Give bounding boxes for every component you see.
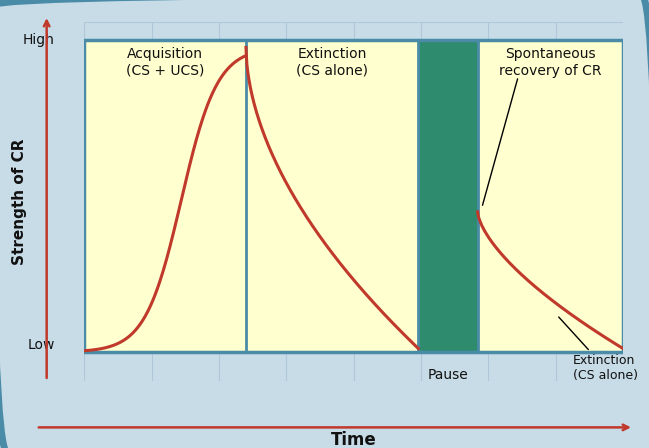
Text: Extinction
(CS alone): Extinction (CS alone) [296,47,368,78]
Bar [478,40,623,352]
Text: Acquisition
(CS + UCS): Acquisition (CS + UCS) [126,47,204,78]
Text: Strength of CR: Strength of CR [12,138,27,265]
Text: Time: Time [331,431,376,448]
Text: High: High [23,33,55,47]
Bar [84,40,419,352]
Bar [84,40,623,352]
Text: Extinction
(CS alone): Extinction (CS alone) [559,317,638,383]
Text: Pause: Pause [428,368,469,382]
Bar [419,40,478,352]
Text: Spontaneous
recovery of CR: Spontaneous recovery of CR [499,47,602,78]
Text: Low: Low [27,338,55,352]
